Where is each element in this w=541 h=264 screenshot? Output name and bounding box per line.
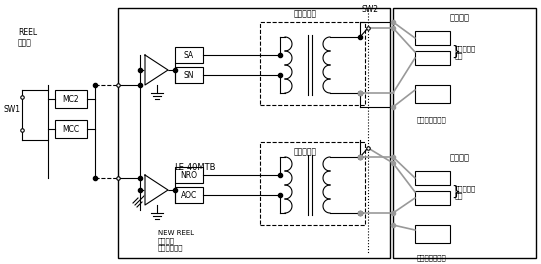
Text: AOC: AOC <box>181 191 197 200</box>
Text: 토르크지형: 토르크지형 <box>293 10 316 18</box>
Polygon shape <box>145 175 168 205</box>
Text: LE-40MTB: LE-40MTB <box>174 163 216 172</box>
Polygon shape <box>145 55 168 85</box>
Bar <box>415 85 450 103</box>
Bar <box>175 167 203 183</box>
Text: 토르크제어모드: 토르크제어모드 <box>417 117 447 123</box>
Text: MC2: MC2 <box>63 95 80 103</box>
Bar <box>55 120 87 138</box>
Text: SW1: SW1 <box>3 106 20 115</box>
Text: }: } <box>451 45 460 59</box>
Bar <box>175 47 203 63</box>
Text: NRO: NRO <box>181 171 197 180</box>
Text: 토르크제한: 토르크제한 <box>293 148 316 157</box>
Bar <box>415 191 450 205</box>
Text: 토르크설정
단자: 토르크설정 단자 <box>455 185 476 199</box>
Bar <box>118 8 390 258</box>
Text: NEW REEL
프리셋값
토르크제한치: NEW REEL 프리셋값 토르크제한치 <box>158 230 194 251</box>
Bar <box>260 142 365 225</box>
Text: }: } <box>451 185 460 199</box>
Bar <box>175 67 203 83</box>
Text: MCC: MCC <box>62 125 80 134</box>
Text: 토르크제어모드: 토르크제어모드 <box>417 255 447 261</box>
Text: SW2: SW2 <box>362 6 379 15</box>
Text: SA: SA <box>184 50 194 59</box>
Bar <box>415 31 450 45</box>
Text: 토르크설정
단자: 토르크설정 단자 <box>455 45 476 59</box>
Bar <box>175 187 203 203</box>
Text: 서보앰프: 서보앰프 <box>450 153 470 163</box>
Bar <box>415 51 450 65</box>
Text: REEL
체인지: REEL 체인지 <box>18 28 37 48</box>
Bar <box>260 22 365 105</box>
Bar <box>393 8 536 258</box>
Bar <box>55 90 87 108</box>
Text: 서보앰프: 서보앰프 <box>450 13 470 22</box>
Bar <box>415 225 450 243</box>
Bar <box>415 171 450 185</box>
Text: SN: SN <box>184 70 194 79</box>
